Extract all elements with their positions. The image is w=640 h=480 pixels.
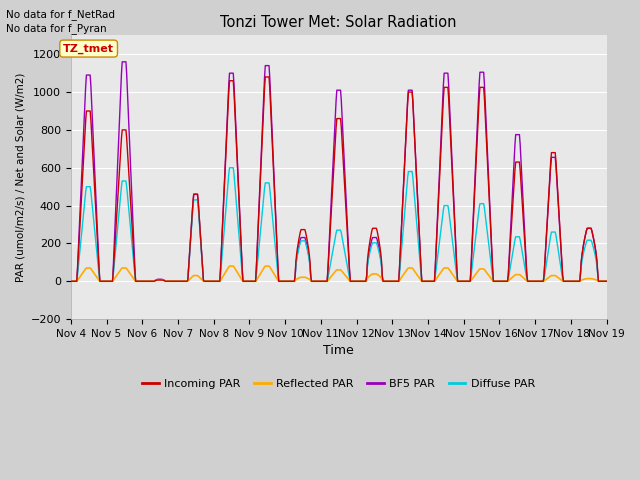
Title: Tonzi Tower Met: Solar Radiation: Tonzi Tower Met: Solar Radiation bbox=[220, 15, 457, 30]
Y-axis label: PAR (umol/m2/s) / Net and Solar (W/m2): PAR (umol/m2/s) / Net and Solar (W/m2) bbox=[15, 72, 25, 282]
X-axis label: Time: Time bbox=[323, 344, 354, 357]
Text: No data for f_NetRad: No data for f_NetRad bbox=[6, 9, 115, 20]
Legend: Incoming PAR, Reflected PAR, BF5 PAR, Diffuse PAR: Incoming PAR, Reflected PAR, BF5 PAR, Di… bbox=[138, 374, 540, 393]
Text: TZ_tmet: TZ_tmet bbox=[63, 44, 114, 54]
Text: No data for f_Pyran: No data for f_Pyran bbox=[6, 23, 107, 34]
